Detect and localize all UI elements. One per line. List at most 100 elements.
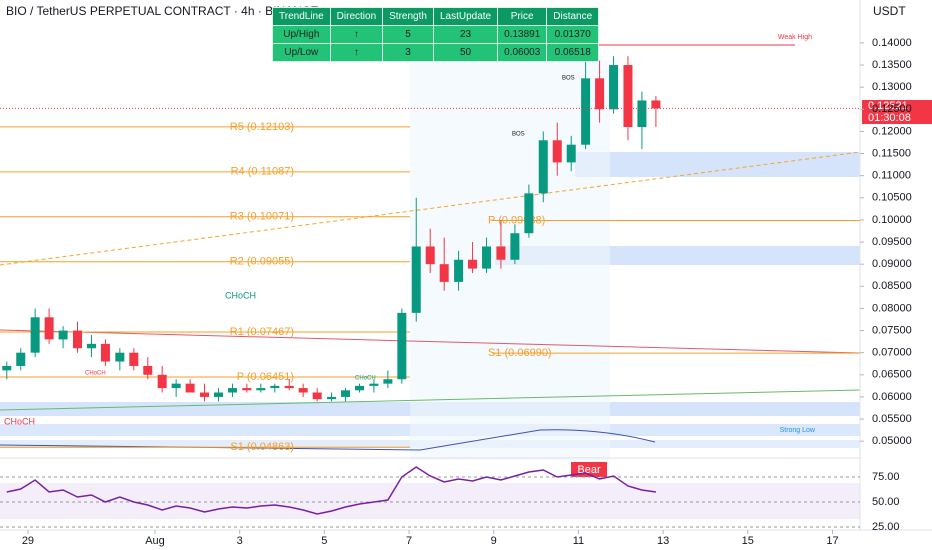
table-cell: 23 [432, 25, 499, 44]
y-tick-label: 0.05000 [872, 435, 912, 447]
table-cell: ↑ [329, 43, 384, 62]
candle-body [425, 246, 435, 265]
y-tick-label: 0.13500 [872, 59, 912, 71]
x-tick-label: 7 [406, 535, 412, 547]
table-cell: LastUpdate [432, 7, 499, 26]
candle-body [284, 385, 294, 389]
x-tick-label: 9 [491, 535, 497, 547]
pivot-label: R3 (0.10071) [230, 211, 294, 223]
candle-body [468, 259, 478, 269]
y-tick-label: 0.10500 [872, 192, 912, 204]
candle-body [100, 343, 110, 362]
y-tick-label: 0.09500 [872, 236, 912, 248]
candle-body [439, 264, 449, 282]
candle-body [637, 100, 647, 128]
candle-body [171, 383, 181, 389]
table-cell: 50 [432, 43, 499, 62]
rsi-band [0, 483, 860, 519]
candle-body [341, 390, 351, 397]
table-cell: Strength [382, 7, 434, 26]
candle-body [510, 233, 520, 260]
y-tick-label: 0.10000 [872, 214, 912, 226]
table-cell: TrendLine [272, 7, 331, 26]
candle-body [242, 388, 252, 391]
table-cell: 0.06003 [497, 43, 548, 62]
zone [575, 152, 860, 177]
pivot-label: R4 (0.11087) [231, 166, 294, 178]
y-tick-label: 0.14000 [872, 37, 912, 49]
strong-low-label: Strong Low [780, 427, 816, 434]
annotation: CHoCH [355, 376, 376, 382]
candle-body [383, 379, 393, 384]
x-tick-label: 3 [237, 535, 243, 547]
candle-body [566, 144, 576, 163]
pivot-label: R2 (0.09055) [230, 256, 294, 268]
x-tick-label: 5 [321, 535, 327, 547]
candle-body [581, 78, 591, 145]
table-row: TrendLine Direction Strength LastUpdate Pric… [272, 7, 600, 26]
table-cell: Up/Low [272, 43, 331, 62]
annotation: CHoCH [85, 371, 106, 377]
pivot-label: R5 (0.12103) [230, 121, 294, 133]
y-tick-label: 0.08000 [872, 302, 912, 314]
candle-body [157, 374, 167, 389]
trend-zone [410, 60, 610, 460]
y-tick-label: 0.05500 [872, 413, 912, 425]
annotation: BOS [512, 132, 525, 138]
candle-body [298, 388, 308, 393]
candle-body [595, 78, 605, 110]
currency: USDT [873, 4, 906, 18]
price-box [862, 100, 932, 124]
candle-body [482, 246, 492, 269]
table-cell: 0.06518 [546, 43, 600, 62]
candle-body [354, 385, 364, 391]
pivot-label: S1 (0.06990) [488, 347, 552, 359]
candle-body [312, 392, 322, 400]
candle-body [623, 65, 633, 128]
candle-body [72, 330, 82, 349]
table-cell: 0.01370 [546, 25, 600, 44]
candle-body [496, 246, 506, 260]
candle-body [552, 140, 562, 163]
candle-body [524, 193, 534, 234]
table-cell: Up/High [272, 25, 331, 44]
candle-body [44, 317, 54, 340]
table-row: Up/Low ↑ 3 50 0.06003 0.06518 [272, 43, 600, 62]
candle-body [454, 259, 464, 282]
trend-line [0, 389, 861, 411]
candle-body [30, 317, 40, 353]
table-row: Up/High ↑ 5 23 0.13891 0.01370 [272, 25, 600, 44]
annotation: CHoCH [225, 290, 256, 300]
chart-title: BIO / TetherUS PERPETUAL CONTRACT · 4h ·… [6, 4, 319, 18]
pivot-label: P (0.06451) [237, 371, 294, 383]
y-tick-label: 0.06500 [872, 369, 912, 381]
candle-body [411, 246, 421, 313]
y-tick-label: 0.12500 [872, 103, 912, 115]
x-tick-label: Aug [145, 535, 165, 547]
table-cell: Distance [546, 7, 600, 26]
pivot-label: S1 (0.04863) [230, 441, 294, 453]
trend-line [0, 151, 861, 266]
x-tick-label: 15 [742, 535, 754, 547]
candle-body [213, 392, 223, 397]
candle-body [200, 392, 210, 397]
rsi-line [6, 466, 657, 515]
table-cell: Direction [329, 7, 384, 26]
table-cell: ↑ [329, 25, 384, 44]
y-tick-label: 0.07000 [872, 347, 912, 359]
candle-body [86, 343, 96, 349]
ma-line [419, 429, 656, 451]
candle-body [227, 388, 237, 393]
candle-body [270, 385, 280, 389]
y-tick-label: 0.08500 [872, 280, 912, 292]
pivot-label: P (0.09988) [488, 214, 545, 226]
trend-line [0, 329, 861, 354]
table-cell: Price [497, 7, 548, 26]
table-cell: 0.13891 [497, 25, 548, 44]
candle-body [185, 383, 195, 393]
candle-body [2, 365, 12, 371]
annotation: BOS [562, 76, 575, 82]
annotation: CHoCH [4, 416, 35, 426]
x-tick-label: 17 [826, 535, 838, 547]
